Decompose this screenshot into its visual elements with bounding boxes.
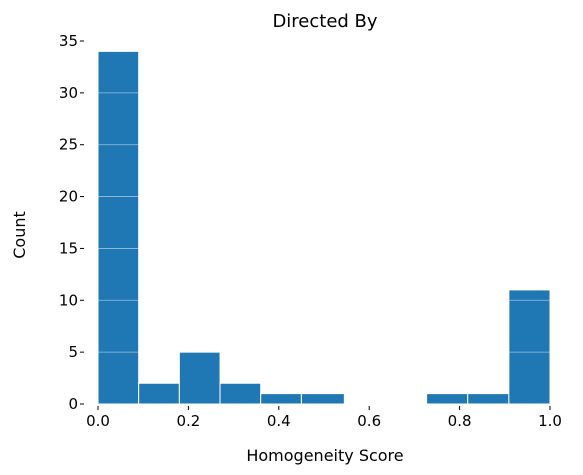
y-tick-label-0: 0 bbox=[68, 395, 78, 413]
histogram-bar-5 bbox=[300, 393, 345, 405]
chart-title: Directed By bbox=[272, 11, 377, 32]
x-tick-label-0: 0.0 bbox=[86, 412, 110, 430]
histogram-bar-0 bbox=[97, 50, 140, 405]
y-tick-label-6: 30 bbox=[59, 84, 78, 102]
x-axis-label: Homogeneity Score bbox=[246, 446, 403, 465]
x-ticks-group: 0.0 0.2 0.4 0.6 0.8 1.0 bbox=[86, 406, 562, 430]
x-tick-label-4: 0.8 bbox=[448, 412, 472, 430]
histogram-bar-3 bbox=[219, 382, 262, 405]
y-tick-label-3: 15 bbox=[59, 239, 78, 257]
histogram-bar-2 bbox=[178, 351, 221, 405]
y-tick-label-1: 5 bbox=[68, 343, 78, 361]
bars-group bbox=[97, 50, 551, 405]
y-tick-label-4: 20 bbox=[59, 188, 78, 206]
x-tick-label-1: 0.2 bbox=[176, 412, 200, 430]
y-tick-label-2: 10 bbox=[59, 291, 78, 309]
y-tick-label-7: 35 bbox=[59, 32, 78, 50]
histogram-bar-1 bbox=[138, 382, 180, 405]
y-ticks-group: 0 5 10 15 20 25 30 35 bbox=[59, 32, 84, 413]
histogram-bar-4 bbox=[260, 393, 302, 405]
histogram-bar-10 bbox=[508, 289, 551, 405]
histogram-bar-9 bbox=[467, 393, 510, 405]
x-tick-label-3: 0.6 bbox=[357, 412, 381, 430]
y-axis-label: Count bbox=[10, 211, 29, 259]
gridlines-group bbox=[98, 40, 550, 353]
x-tick-label-2: 0.4 bbox=[267, 412, 291, 430]
histogram-bar-8 bbox=[426, 393, 469, 405]
x-tick-label-5: 1.0 bbox=[538, 412, 562, 430]
y-tick-label-5: 25 bbox=[59, 136, 78, 154]
